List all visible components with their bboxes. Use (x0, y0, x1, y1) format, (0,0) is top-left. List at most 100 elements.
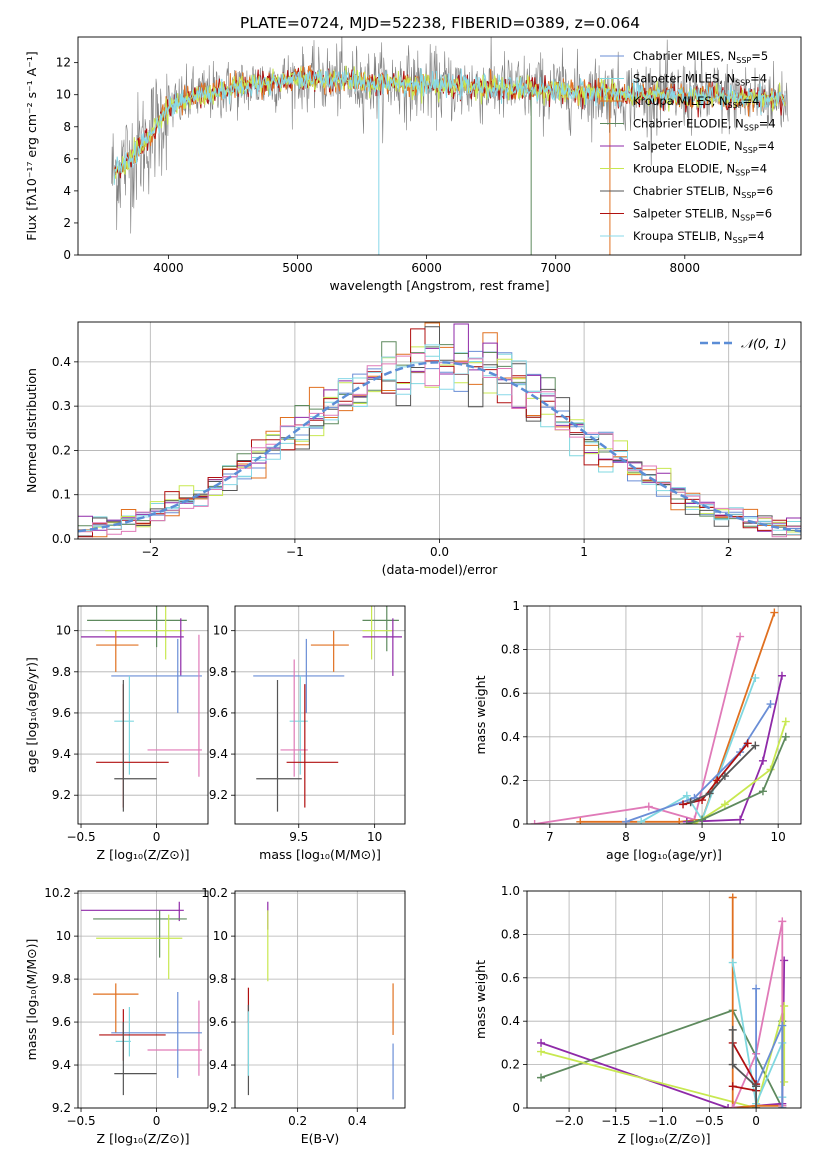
point-marker (758, 787, 767, 796)
point-marker (781, 732, 790, 741)
y-tick-label: 10.2 (44, 886, 71, 900)
y-tick-label: 8 (63, 120, 71, 134)
point-marker (780, 1077, 789, 1086)
x-tick-label: 0 (752, 1114, 760, 1128)
point-marker (686, 798, 695, 807)
y-tick-label: 10 (213, 929, 228, 943)
y-tick-label: 4 (63, 184, 71, 198)
point-marker (728, 1104, 737, 1108)
x-tick-label: 2 (725, 545, 733, 559)
point-marker (778, 917, 787, 926)
y-tick-label: 9.2 (52, 788, 71, 802)
axes-frame (77, 321, 802, 540)
y-tick-label: 0 (63, 248, 71, 262)
x-tick-label: −1.5 (601, 1114, 630, 1128)
legend-label: 𝒩(0, 1) (741, 336, 787, 351)
series-line (690, 744, 756, 804)
plot-area-mass-weight-vs-age (530, 608, 790, 824)
y-tick-label: 0.4 (52, 355, 71, 369)
point-marker (537, 1047, 546, 1056)
series-line (686, 675, 783, 823)
y-tick-label: 9.6 (209, 706, 228, 720)
point-marker (621, 817, 630, 824)
legend-label: Salpeter MILES, NSSP=4 (633, 72, 767, 88)
point-marker (705, 789, 714, 798)
point-marker (752, 1104, 761, 1108)
x-tick-label: −2 (141, 545, 159, 559)
legend-label: Chabrier STELIB, NSSP=6 (633, 184, 773, 200)
y-tick-label: 10 (56, 929, 71, 943)
point-marker (728, 893, 737, 902)
plot-area-age-vs-mass (253, 606, 402, 812)
y-tick-label: 0.4 (501, 1014, 520, 1028)
y-tick-label: 0.2 (501, 773, 520, 787)
x-tick-label: 6000 (411, 261, 442, 275)
x-axis-label: (data-model)/error (382, 562, 499, 577)
point-marker (728, 1082, 737, 1091)
point-marker (728, 958, 737, 967)
x-tick-label: 7 (546, 830, 554, 844)
x-tick-label: 9 (698, 830, 706, 844)
x-tick-label: −2.0 (555, 1114, 584, 1128)
axes-frame (234, 605, 406, 825)
x-tick-label: 0.0 (430, 545, 449, 559)
point-marker (720, 800, 729, 809)
y-tick-label: 9.6 (209, 1015, 228, 1029)
series-line (540, 1005, 786, 1108)
y-tick-label: 9.8 (52, 972, 71, 986)
x-tick-label: 10 (771, 830, 786, 844)
y-tick-label: 0.6 (501, 686, 520, 700)
x-tick-label: 7000 (540, 261, 571, 275)
point-marker (752, 984, 761, 993)
point-marker (675, 817, 684, 824)
legend-label: Chabrier MILES, NSSP=5 (633, 49, 768, 65)
gaussian-curve (78, 361, 801, 533)
x-tick-label: 1 (580, 545, 588, 559)
point-marker (736, 632, 745, 641)
point-marker (728, 1060, 737, 1069)
y-tick-label: 0 (512, 817, 520, 831)
y-tick-label: 10 (213, 624, 228, 638)
point-marker (777, 671, 786, 680)
x-axis-label: mass [log₁₀(M/M⊙)] (259, 847, 381, 862)
x-tick-label: 9.5 (289, 830, 308, 844)
legend: Chabrier MILES, NSSP=5 Salpeter MILES, NS… (600, 49, 776, 245)
x-axis-label: Z [log₁₀(Z/Z⊙)] (97, 1131, 190, 1146)
y-tick-label: 2 (63, 216, 71, 230)
series-line (731, 897, 783, 1108)
point-marker (537, 1038, 546, 1047)
axes-age-vs-Z: −0.5 0 9.2 9.4 9.6 9.8 10 Z [log₁₀(Z/Z⊙)] age [l… (24, 606, 208, 862)
axes-mass-vs-EBV: 0.2 0.4 9.2 9.4 9.6 9.8 10 10.2 E(B-V) (201, 886, 405, 1146)
y-tick-label: 0 (512, 1101, 520, 1115)
x-tick-label: 4000 (153, 261, 184, 275)
y-axis-label: mass [log₁₀(M/M⊙)] (24, 939, 39, 1061)
point-marker (781, 717, 790, 726)
series-line (693, 721, 787, 824)
point-marker (778, 1104, 787, 1108)
plot-area-mass-weight-vs-Z (537, 893, 789, 1108)
legend-label: Salpeter STELIB, NSSP=6 (633, 207, 772, 223)
y-tick-label: 9.8 (209, 665, 228, 679)
point-marker (530, 820, 539, 824)
plot-area-mass-vs-Z (81, 901, 202, 1096)
histogram-step (78, 353, 801, 538)
y-tick-label: 9.8 (209, 972, 228, 986)
x-tick-label: 8000 (670, 261, 701, 275)
axes-frame (234, 890, 406, 1109)
point-marker (698, 815, 707, 824)
point-marker (743, 739, 752, 748)
axes-frame (526, 890, 802, 1109)
point-marker (644, 802, 653, 811)
y-axis-label: Flux [fλ10⁻¹⁷ erg cm⁻² s⁻¹ A⁻¹] (24, 51, 39, 240)
x-axis-label: Z [log₁₀(Z/Z⊙)] (618, 1131, 711, 1146)
point-marker (682, 820, 691, 824)
axes-frame (77, 36, 802, 256)
y-tick-label: 0.6 (501, 971, 520, 985)
y-tick-label: 9.8 (52, 665, 71, 679)
x-tick-label: 0 (153, 830, 161, 844)
axes-frame (526, 605, 802, 825)
y-tick-label: 1.0 (501, 884, 520, 898)
series-line (731, 921, 784, 1108)
x-tick-label: −0.5 (695, 1114, 724, 1128)
